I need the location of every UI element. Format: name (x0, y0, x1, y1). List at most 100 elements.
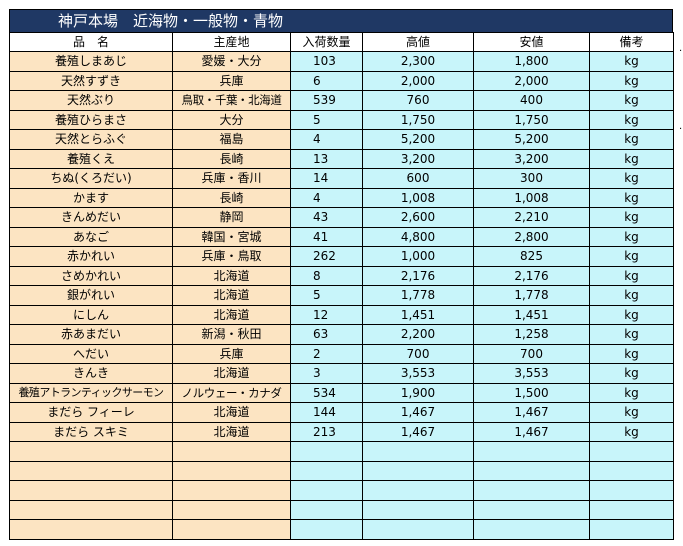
origin-cell: 北海道 (172, 265, 291, 286)
edge-mark-top: · (679, 46, 683, 57)
table-row: 天然ぶり 鳥取・千葉・北海道 539 760 400 kg (9, 90, 674, 111)
price-sheet: 神戸本場 近海物・一般物・青物 品 名 主産地 入荷数量 高値 安値 備考 養殖… (9, 9, 674, 540)
remarks-cell: kg (589, 129, 674, 150)
item-name-cell: まだら フィーレ (9, 402, 173, 423)
high-price-cell (362, 519, 474, 540)
quantity-cell: 6 (290, 70, 363, 91)
high-price-cell: 760 (362, 90, 474, 111)
low-price-cell: 1,778 (473, 285, 590, 306)
high-price-cell: 2,300 (362, 51, 474, 72)
low-price-cell: 5,200 (473, 129, 590, 150)
origin-cell: 北海道 (172, 363, 291, 384)
table-row: 天然すずき 兵庫 6 2,000 2,000 kg (9, 70, 674, 91)
low-price-cell: 1,800 (473, 51, 590, 72)
table-row: まだら フィーレ 北海道 144 1,467 1,467 kg (9, 402, 674, 423)
remarks-cell: kg (589, 285, 674, 306)
high-price-cell: 1,467 (362, 421, 474, 442)
item-name-cell (9, 499, 173, 520)
origin-cell: ノルウェー・カナダ (172, 382, 291, 403)
origin-cell: 兵庫・鳥取 (172, 246, 291, 267)
low-price-cell: 3,200 (473, 148, 590, 169)
item-name-cell: 養殖アトランティックサーモン (9, 382, 173, 403)
low-price-cell: 300 (473, 168, 590, 189)
low-price-cell: 825 (473, 246, 590, 267)
remarks-cell (589, 441, 674, 462)
low-price-cell: 2,800 (473, 226, 590, 247)
high-price-cell: 3,553 (362, 363, 474, 384)
table-row: きんき 北海道 3 3,553 3,553 kg (9, 363, 674, 384)
origin-cell: 長崎 (172, 187, 291, 208)
high-price-cell: 2,000 (362, 70, 474, 91)
remarks-cell (589, 460, 674, 481)
low-price-cell (473, 519, 590, 540)
table-row: さめかれい 北海道 8 2,176 2,176 kg (9, 265, 674, 286)
remarks-cell: kg (589, 304, 674, 325)
quantity-cell: 103 (290, 51, 363, 72)
origin-cell: 大分 (172, 109, 291, 130)
low-price-cell (473, 460, 590, 481)
origin-cell (172, 460, 291, 481)
origin-cell: 静岡 (172, 207, 291, 228)
item-name-cell: 天然すずき (9, 70, 173, 91)
header-name: 品 名 (9, 32, 173, 52)
remarks-cell: kg (589, 70, 674, 91)
high-price-cell: 2,176 (362, 265, 474, 286)
table-row: まだら スキミ 北海道 213 1,467 1,467 kg (9, 421, 674, 442)
quantity-cell: 4 (290, 129, 363, 150)
high-price-cell (362, 480, 474, 501)
origin-cell: 兵庫 (172, 343, 291, 364)
quantity-cell: 5 (290, 285, 363, 306)
item-name-cell: きんめだい (9, 207, 173, 228)
remarks-cell: kg (589, 51, 674, 72)
quantity-cell: 12 (290, 304, 363, 325)
item-name-cell: 養殖くえ (9, 148, 173, 169)
table-row: ちぬ(くろだい) 兵庫・香川 14 600 300 kg (9, 168, 674, 189)
remarks-cell (589, 499, 674, 520)
high-price-cell: 1,008 (362, 187, 474, 208)
high-price-cell: 1,451 (362, 304, 474, 325)
remarks-cell: kg (589, 246, 674, 267)
header-high-price: 高値 (362, 32, 474, 52)
empty-row (9, 441, 674, 462)
table-row: 赤あまだい 新潟・秋田 63 2,200 1,258 kg (9, 324, 674, 345)
origin-cell (172, 480, 291, 501)
high-price-cell: 1,467 (362, 402, 474, 423)
table-row: 養殖アトランティックサーモン ノルウェー・カナダ 534 1,900 1,500 kg (9, 382, 674, 403)
header-low-price: 安値 (473, 32, 590, 52)
low-price-cell: 1,467 (473, 421, 590, 442)
low-price-cell: 1,008 (473, 187, 590, 208)
item-name-cell: 赤かれい (9, 246, 173, 267)
item-name-cell (9, 460, 173, 481)
low-price-cell: 1,750 (473, 109, 590, 130)
quantity-cell: 534 (290, 382, 363, 403)
header-remarks: 備考 (589, 32, 674, 52)
item-name-cell: 赤あまだい (9, 324, 173, 345)
empty-row (9, 480, 674, 501)
low-price-cell: 2,000 (473, 70, 590, 91)
item-name-cell: かます (9, 187, 173, 208)
origin-cell: 北海道 (172, 304, 291, 325)
remarks-cell: kg (589, 187, 674, 208)
quantity-cell: 14 (290, 168, 363, 189)
table-row: へだい 兵庫 2 700 700 kg (9, 343, 674, 364)
origin-cell (172, 499, 291, 520)
item-name-cell (9, 441, 173, 462)
low-price-cell: 1,258 (473, 324, 590, 345)
origin-cell: 長崎 (172, 148, 291, 169)
low-price-cell: 2,176 (473, 265, 590, 286)
remarks-cell: kg (589, 265, 674, 286)
low-price-cell: 1,500 (473, 382, 590, 403)
header-quantity: 入荷数量 (290, 32, 363, 52)
high-price-cell (362, 499, 474, 520)
low-price-cell: 1,467 (473, 402, 590, 423)
quantity-cell: 8 (290, 265, 363, 286)
remarks-cell: kg (589, 421, 674, 442)
item-name-cell: きんき (9, 363, 173, 384)
high-price-cell: 700 (362, 343, 474, 364)
table-row: 天然とらふぐ 福島 4 5,200 5,200 kg (9, 129, 674, 150)
low-price-cell (473, 499, 590, 520)
item-name-cell (9, 519, 173, 540)
origin-cell (172, 441, 291, 462)
item-name-cell: 養殖しまあじ (9, 51, 173, 72)
remarks-cell: kg (589, 90, 674, 111)
